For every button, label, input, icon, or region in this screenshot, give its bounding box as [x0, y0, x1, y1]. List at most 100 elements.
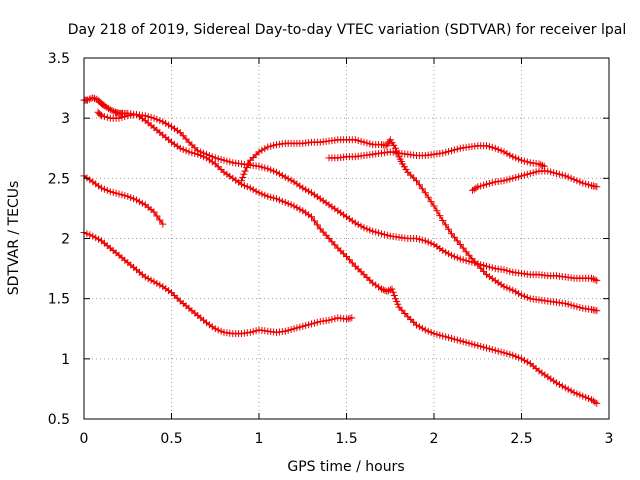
data-point	[445, 148, 453, 155]
data-point	[133, 196, 140, 204]
data-point	[462, 248, 470, 256]
series-s6	[325, 142, 548, 170]
x-tick-label: 2.5	[510, 431, 532, 447]
data-point	[354, 221, 362, 228]
data-point	[351, 136, 359, 144]
data-point	[529, 169, 537, 177]
data-point	[395, 303, 403, 311]
data-point	[518, 156, 525, 164]
data-point	[390, 292, 398, 299]
data-point	[325, 316, 333, 324]
data-point	[363, 139, 371, 147]
data-point	[284, 175, 292, 183]
data-point	[515, 354, 523, 362]
data-point	[456, 337, 464, 345]
data-point	[520, 157, 528, 165]
x-tick-label: 0.5	[160, 431, 182, 447]
data-point	[539, 162, 546, 169]
y-axis-label: SDTVAR / TECUs	[6, 181, 22, 296]
data-point	[485, 345, 493, 353]
data-point	[240, 182, 248, 190]
data-point	[424, 238, 432, 246]
data-point	[430, 330, 438, 338]
data-point	[130, 195, 138, 203]
data-point	[512, 352, 520, 360]
data-point	[118, 191, 126, 199]
data-point	[472, 184, 480, 192]
data-point	[448, 251, 455, 259]
data-point	[310, 319, 318, 327]
data-point	[585, 181, 593, 189]
data-point	[267, 166, 275, 174]
data-point	[109, 188, 117, 196]
data-point	[413, 321, 420, 329]
data-point	[544, 167, 552, 175]
data-point	[150, 278, 158, 286]
data-point	[357, 137, 365, 145]
data-point	[550, 169, 558, 177]
data-point	[494, 146, 502, 153]
data-point	[503, 267, 511, 275]
data-point	[450, 335, 458, 343]
data-point	[348, 259, 356, 267]
data-point	[211, 154, 219, 162]
data-point	[159, 220, 167, 228]
data-point	[442, 333, 450, 341]
x-tick-label: 1	[255, 431, 264, 447]
data-point	[453, 254, 461, 262]
data-point	[96, 111, 104, 119]
data-point	[415, 323, 423, 331]
data-point	[378, 285, 385, 293]
data-point	[500, 177, 508, 185]
data-point	[325, 235, 333, 242]
data-point	[483, 262, 490, 270]
data-point	[509, 351, 517, 359]
data-point	[471, 258, 479, 266]
data-point	[483, 142, 490, 150]
data-point	[448, 147, 455, 155]
data-point	[100, 185, 108, 193]
data-point	[497, 147, 505, 155]
data-point	[591, 398, 599, 406]
data-point	[351, 219, 359, 227]
data-point	[564, 300, 572, 308]
data-point	[290, 202, 298, 210]
data-point	[281, 198, 289, 206]
data-point	[363, 225, 371, 233]
data-point	[477, 182, 485, 190]
data-point	[322, 231, 330, 239]
data-point	[197, 152, 205, 159]
data-point	[258, 190, 266, 198]
data-point	[375, 229, 383, 237]
data-point	[518, 291, 525, 299]
data-point	[427, 198, 435, 206]
data-point	[264, 143, 272, 151]
data-point	[267, 142, 275, 150]
data-point	[488, 179, 496, 187]
data-point	[500, 283, 508, 291]
data-point	[523, 358, 531, 366]
data-point	[261, 145, 269, 153]
data-point	[249, 186, 257, 194]
data-point	[579, 179, 587, 187]
data-point	[287, 201, 295, 209]
data-point	[418, 236, 426, 244]
data-point	[518, 355, 525, 363]
data-point	[561, 172, 569, 180]
data-point	[413, 235, 420, 242]
data-point	[121, 192, 129, 200]
data-point	[506, 175, 514, 183]
data-point	[453, 145, 461, 153]
data-point	[267, 193, 275, 201]
data-point	[255, 162, 263, 170]
data-point	[144, 275, 152, 283]
data-point	[124, 192, 132, 200]
data-point	[223, 157, 231, 165]
data-point	[106, 188, 114, 196]
data-point	[488, 143, 496, 151]
data-point	[576, 391, 584, 399]
data-point	[316, 225, 324, 233]
data-point	[255, 189, 263, 197]
data-point	[217, 327, 225, 335]
